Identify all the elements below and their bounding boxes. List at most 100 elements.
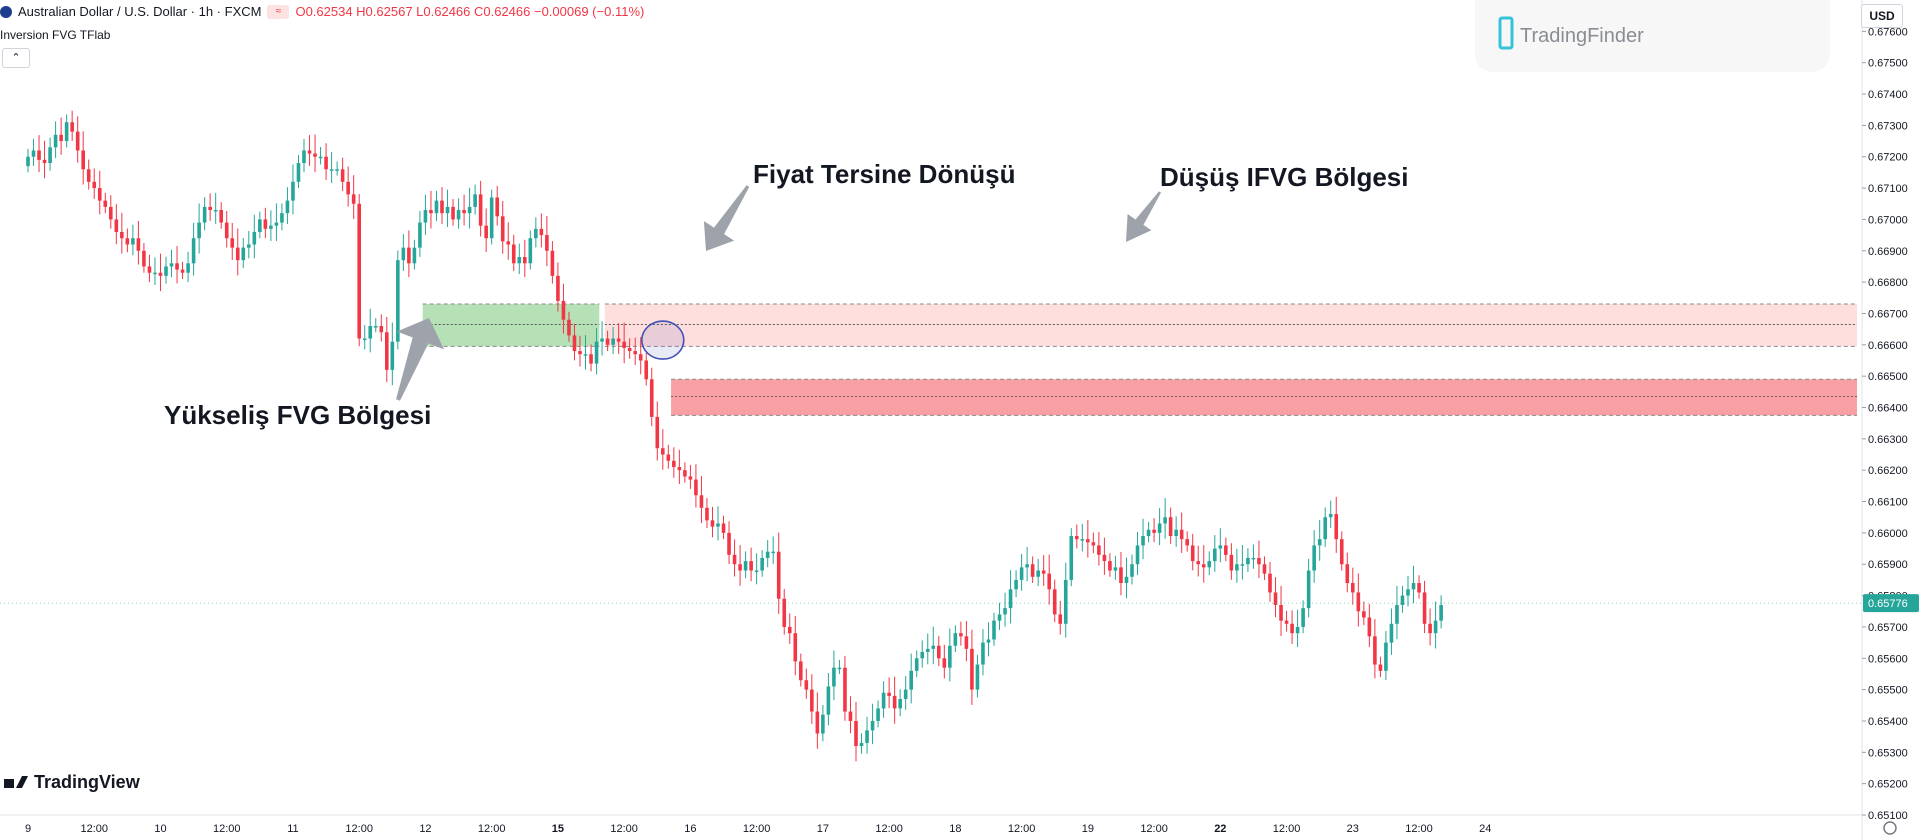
candle-body [787,626,792,634]
price-tick-label: 0.65400 [1868,716,1908,728]
candle-body [1290,623,1294,634]
time-tick-label: 12:00 [743,823,771,835]
candle-body [804,680,809,690]
tradingview-logo-icon [4,776,28,788]
candle-body [749,561,753,571]
candle-body [1301,608,1305,627]
candle-body [385,332,389,370]
candle-body [1351,583,1355,593]
candle-body [1130,564,1134,577]
collapse-button[interactable]: ⌃ [2,48,30,68]
annotation-bullish-fvg: Yükseliş FVG Bölgesi [164,400,431,430]
price-tick-label: 0.67400 [1868,89,1908,101]
time-tick-label: 12:00 [875,823,903,835]
candle-body [1362,611,1366,618]
candle-body [1163,517,1167,524]
time-tick-label: 16 [684,823,696,835]
time-tick-label: 19 [1082,823,1094,835]
candle-body [136,238,141,251]
candle-body [335,169,339,171]
candle-body [1207,561,1212,568]
candle-body [1141,536,1145,546]
candle-body [473,194,477,207]
candle-body [754,570,759,572]
candle-body [771,551,775,554]
time-tick-label: 12:00 [213,823,241,835]
candle-body [274,222,279,226]
candle-body [296,163,301,182]
candle-body [832,667,836,687]
candle-body [887,692,891,696]
candle-body [495,197,499,217]
price-tick-label: 0.65700 [1868,622,1908,634]
candle-body [429,210,433,214]
candle-body [567,319,571,336]
candle-body [1334,514,1339,540]
time-tick-label: 12:00 [345,823,373,835]
candle-body [898,699,902,709]
candle-body [732,554,737,565]
candle-body [986,639,991,643]
candle-body [992,620,996,640]
chevron-up-icon: ⌃ [11,52,21,64]
candle-body [583,354,588,356]
candle-body [1179,529,1184,540]
candle-body [677,467,682,471]
candle-body [86,169,91,182]
candle-body [1135,545,1140,565]
candle-body [1400,595,1405,605]
candle-body [191,238,196,264]
candle-body [1312,545,1316,571]
currency-button[interactable]: USD [1861,4,1903,28]
symbol-title[interactable]: Australian Dollar / U.S. Dollar · 1h · F… [18,4,262,19]
time-tick-label: 24 [1479,823,1491,835]
candle-body [627,347,632,352]
candle-body [1317,539,1322,546]
candle-body [821,714,825,734]
chart-header: Australian Dollar / U.S. Dollar · 1h · F… [0,4,644,19]
candle-body [42,159,47,163]
candle-body [655,416,660,449]
candle-body [666,454,671,461]
indicator-label[interactable]: Inversion FVG TFlab [0,28,111,42]
price-tick-label: 0.66700 [1868,308,1908,320]
candle-body [942,658,947,668]
candle-body [876,708,880,721]
candle-body [1268,573,1272,593]
candle-body [511,244,516,264]
candle-body [114,219,119,232]
candle-body [611,338,615,345]
time-tick-label: 12:00 [1273,823,1301,835]
candle-body [169,263,174,267]
price-tick-label: 0.65300 [1868,747,1908,759]
candle-body [1075,536,1079,540]
candle-body [556,275,560,301]
candle-body [854,720,858,747]
candle-body [26,156,30,167]
time-tick-label: 17 [817,823,829,835]
time-tick-label: 12:00 [1140,823,1168,835]
candle-body [953,633,958,646]
candle-body [423,210,428,223]
candle-body [153,272,157,275]
candle-body [1041,570,1046,574]
candle-body [914,658,919,671]
time-tick-label: 22 [1214,823,1226,835]
menu-icon[interactable]: ≈ [267,4,290,19]
candle-body [467,206,472,214]
price-tick-label: 0.67000 [1868,214,1908,226]
candle-body [1373,636,1377,665]
candle-body [1339,539,1344,565]
candle-body [313,153,317,157]
zone-bearish [671,379,1857,416]
candle-body [390,341,395,370]
candle-body [782,598,787,627]
price-tick-label: 0.65600 [1868,653,1908,665]
price-tick-label: 0.66500 [1868,371,1908,383]
price-tick-label: 0.67100 [1868,183,1908,195]
candle-body [445,206,450,214]
candle-body [357,203,361,339]
candle-body [1218,545,1223,549]
